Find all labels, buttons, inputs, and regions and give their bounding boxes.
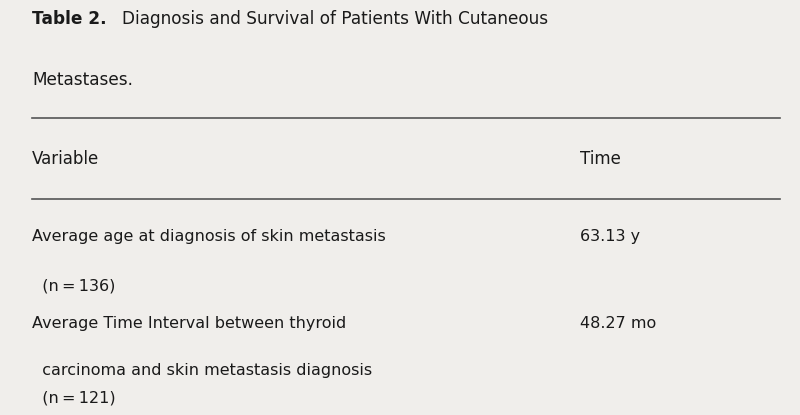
Text: (n = 121): (n = 121): [32, 391, 116, 406]
Text: 63.13 y: 63.13 y: [580, 229, 640, 244]
Text: Time: Time: [580, 150, 621, 168]
Text: Variable: Variable: [32, 150, 99, 168]
Text: Diagnosis and Survival of Patients With Cutaneous: Diagnosis and Survival of Patients With …: [122, 10, 548, 28]
Text: Table 2.: Table 2.: [32, 10, 106, 28]
Text: (n = 136): (n = 136): [32, 278, 115, 293]
Text: Average Time Interval between thyroid: Average Time Interval between thyroid: [32, 316, 346, 331]
Text: 48.27 mo: 48.27 mo: [580, 316, 656, 331]
Text: carcinoma and skin metastasis diagnosis: carcinoma and skin metastasis diagnosis: [32, 363, 372, 378]
Text: Average age at diagnosis of skin metastasis: Average age at diagnosis of skin metasta…: [32, 229, 386, 244]
Text: Metastases.: Metastases.: [32, 71, 133, 89]
